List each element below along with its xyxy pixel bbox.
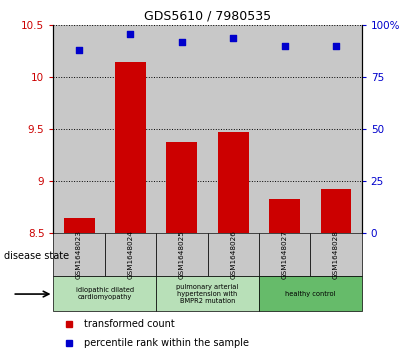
Point	[76, 48, 82, 53]
Bar	[208, 233, 259, 276]
Bar	[269, 199, 300, 233]
Title: GDS5610 / 7980535: GDS5610 / 7980535	[144, 10, 271, 23]
Text: transformed count: transformed count	[84, 319, 175, 329]
Bar	[156, 233, 208, 276]
Point	[230, 35, 237, 41]
Bar	[166, 142, 197, 233]
Bar	[310, 25, 362, 233]
Text: pulmonary arterial
hypertension with
BMPR2 mutation: pulmonary arterial hypertension with BMP…	[176, 284, 239, 304]
Point	[127, 31, 134, 37]
Bar	[259, 25, 310, 233]
Bar	[156, 25, 208, 233]
Text: healthy control: healthy control	[285, 291, 335, 297]
Point	[333, 43, 339, 49]
Text: idiopathic dilated
cardiomyopathy: idiopathic dilated cardiomyopathy	[76, 287, 134, 300]
Text: percentile rank within the sample: percentile rank within the sample	[84, 338, 249, 348]
Bar	[156, 276, 259, 311]
Bar	[53, 276, 156, 311]
Bar	[105, 25, 156, 233]
Bar	[310, 233, 362, 276]
Text: GSM1648028: GSM1648028	[333, 230, 339, 279]
Bar	[218, 132, 249, 233]
Text: GSM1648026: GSM1648026	[230, 230, 236, 279]
Bar	[105, 233, 156, 276]
Bar	[259, 233, 310, 276]
Bar	[259, 276, 362, 311]
Text: GSM1648025: GSM1648025	[179, 230, 185, 279]
Bar	[53, 233, 105, 276]
Text: disease state: disease state	[4, 251, 69, 261]
Bar	[64, 218, 95, 233]
Bar	[115, 62, 146, 233]
Point	[178, 39, 185, 45]
Text: GSM1648024: GSM1648024	[127, 230, 134, 279]
Bar	[53, 25, 105, 233]
Bar	[321, 188, 351, 233]
Point	[281, 43, 288, 49]
Text: GSM1648027: GSM1648027	[282, 230, 288, 279]
Bar	[208, 25, 259, 233]
Text: GSM1648023: GSM1648023	[76, 230, 82, 279]
